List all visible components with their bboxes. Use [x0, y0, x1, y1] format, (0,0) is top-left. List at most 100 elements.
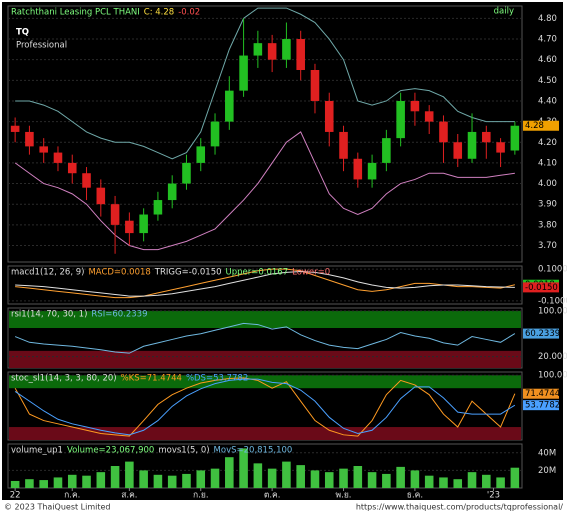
candle-body	[510, 125, 520, 151]
legend-text: %DS=53.7782	[186, 374, 248, 384]
candle-body	[25, 131, 34, 147]
volume-bar	[167, 475, 177, 488]
price-tag: 4.28	[525, 121, 544, 131]
series-line	[14, 322, 516, 354]
legend-text: Lower=0	[292, 268, 330, 278]
zone-band	[9, 310, 521, 328]
volume-bar	[467, 472, 477, 488]
candle-body	[253, 43, 263, 56]
candle-body	[139, 214, 148, 234]
legend-text: Ratchthani Leasing PCL THANI	[11, 8, 140, 18]
y-tick-label: 4.40	[538, 96, 557, 106]
zone-band	[9, 427, 521, 440]
volume-bar	[424, 475, 434, 488]
price-tag: 53.7782	[525, 401, 560, 411]
logo: TQ	[16, 28, 29, 38]
candle-body	[167, 183, 177, 201]
volume-bar	[239, 448, 248, 488]
volume-bar	[25, 479, 34, 488]
candle-body	[382, 138, 391, 163]
candle-body	[82, 173, 91, 188]
x-tick-label: ธ.ค.	[407, 491, 423, 501]
volume-bar	[324, 472, 334, 488]
y-tick-label: 4.00	[538, 179, 557, 189]
y-tick-label: 4.20	[538, 138, 557, 148]
candle-body	[67, 162, 77, 174]
volume-bar	[225, 457, 234, 488]
price-tag: 60.2339	[525, 329, 560, 339]
candle-body	[410, 100, 420, 112]
candle-body	[496, 142, 505, 153]
legend-text: stoc_sl1(14, 3, 3, 80, 20)	[11, 374, 117, 384]
price-tag: -0.0150	[525, 283, 558, 293]
candle-body	[396, 100, 405, 139]
candle-body	[182, 162, 191, 184]
zone-band	[9, 375, 521, 389]
candle-body	[296, 39, 305, 70]
candle-body	[267, 43, 277, 60]
legend-text: MACD=0.0018	[88, 268, 150, 278]
volume-bar	[396, 466, 405, 488]
y-tick-label: 4.70	[538, 35, 557, 45]
volume-bar	[96, 472, 106, 488]
legend-text: macd1(12, 26, 9)	[11, 268, 84, 278]
y-tick-label: 4.80	[538, 14, 557, 24]
volume-bar	[53, 477, 63, 488]
y-tick-label: 3.80	[538, 220, 557, 230]
x-tick-label: ก.ย.	[193, 491, 209, 501]
legend-text: %KS=71.4744	[121, 374, 182, 384]
y-tick-label: 0.1000	[538, 265, 567, 275]
volume-bar	[182, 473, 191, 488]
series-line	[14, 377, 516, 437]
x-tick-label: ก.ค.	[64, 491, 80, 501]
x-tick-label: พ.ย.	[336, 491, 352, 501]
y-tick-label: 20M	[538, 466, 556, 476]
volume-bar	[439, 477, 448, 488]
volume-bar	[139, 470, 148, 488]
volume-bar	[310, 470, 320, 488]
volume-bar	[253, 463, 263, 488]
candle-body	[339, 131, 348, 159]
candle-body	[424, 111, 434, 122]
volume-bar	[496, 477, 505, 488]
copyright: © 2023 ThaiQuest Limited	[4, 503, 111, 512]
x-tick-label: 22	[10, 491, 21, 501]
candle-body	[453, 142, 463, 159]
candle-body	[353, 158, 363, 180]
url: https://www.thaiquest.com/products/tqpro…	[356, 503, 563, 512]
volume-bar	[210, 468, 220, 488]
x-tick-label: '23	[487, 491, 500, 501]
volume-bar	[10, 480, 20, 488]
x-tick-label: ส.ค.	[121, 491, 137, 501]
zone-band	[9, 350, 521, 368]
legend-text: Upper=0.0167	[226, 268, 289, 278]
y-tick-label: 4.10	[538, 158, 557, 168]
candle-body	[482, 131, 491, 143]
volume-bar	[410, 470, 420, 488]
price-tag-box	[523, 282, 559, 293]
candle-body	[125, 220, 134, 234]
y-tick-label: 20.0000	[538, 352, 567, 362]
candle-body	[96, 187, 106, 205]
y-tick-label: 40M	[538, 448, 556, 458]
price-tag-box	[523, 328, 559, 339]
legend-text: C: 4.28	[144, 8, 174, 18]
y-tick-label: 3.70	[538, 241, 557, 251]
legend-text: TRIGG=-0.0150	[154, 268, 222, 278]
legend-text: -0.02	[178, 8, 200, 18]
volume-bar	[82, 475, 91, 488]
y-tick-label: -0.1000	[538, 296, 567, 306]
logo-sub: Professional	[16, 41, 67, 51]
legend-text: Volume=23,067,900	[67, 446, 154, 456]
period: daily	[494, 7, 514, 17]
candle-body	[282, 39, 291, 60]
candle-body	[10, 125, 20, 132]
price-tag-box	[523, 400, 559, 411]
volume-bar	[382, 473, 391, 488]
series-line	[15, 268, 515, 299]
candle-body	[239, 55, 248, 91]
volume-bar	[453, 479, 463, 488]
volume-bar	[267, 468, 277, 488]
volume-bar	[339, 468, 348, 488]
